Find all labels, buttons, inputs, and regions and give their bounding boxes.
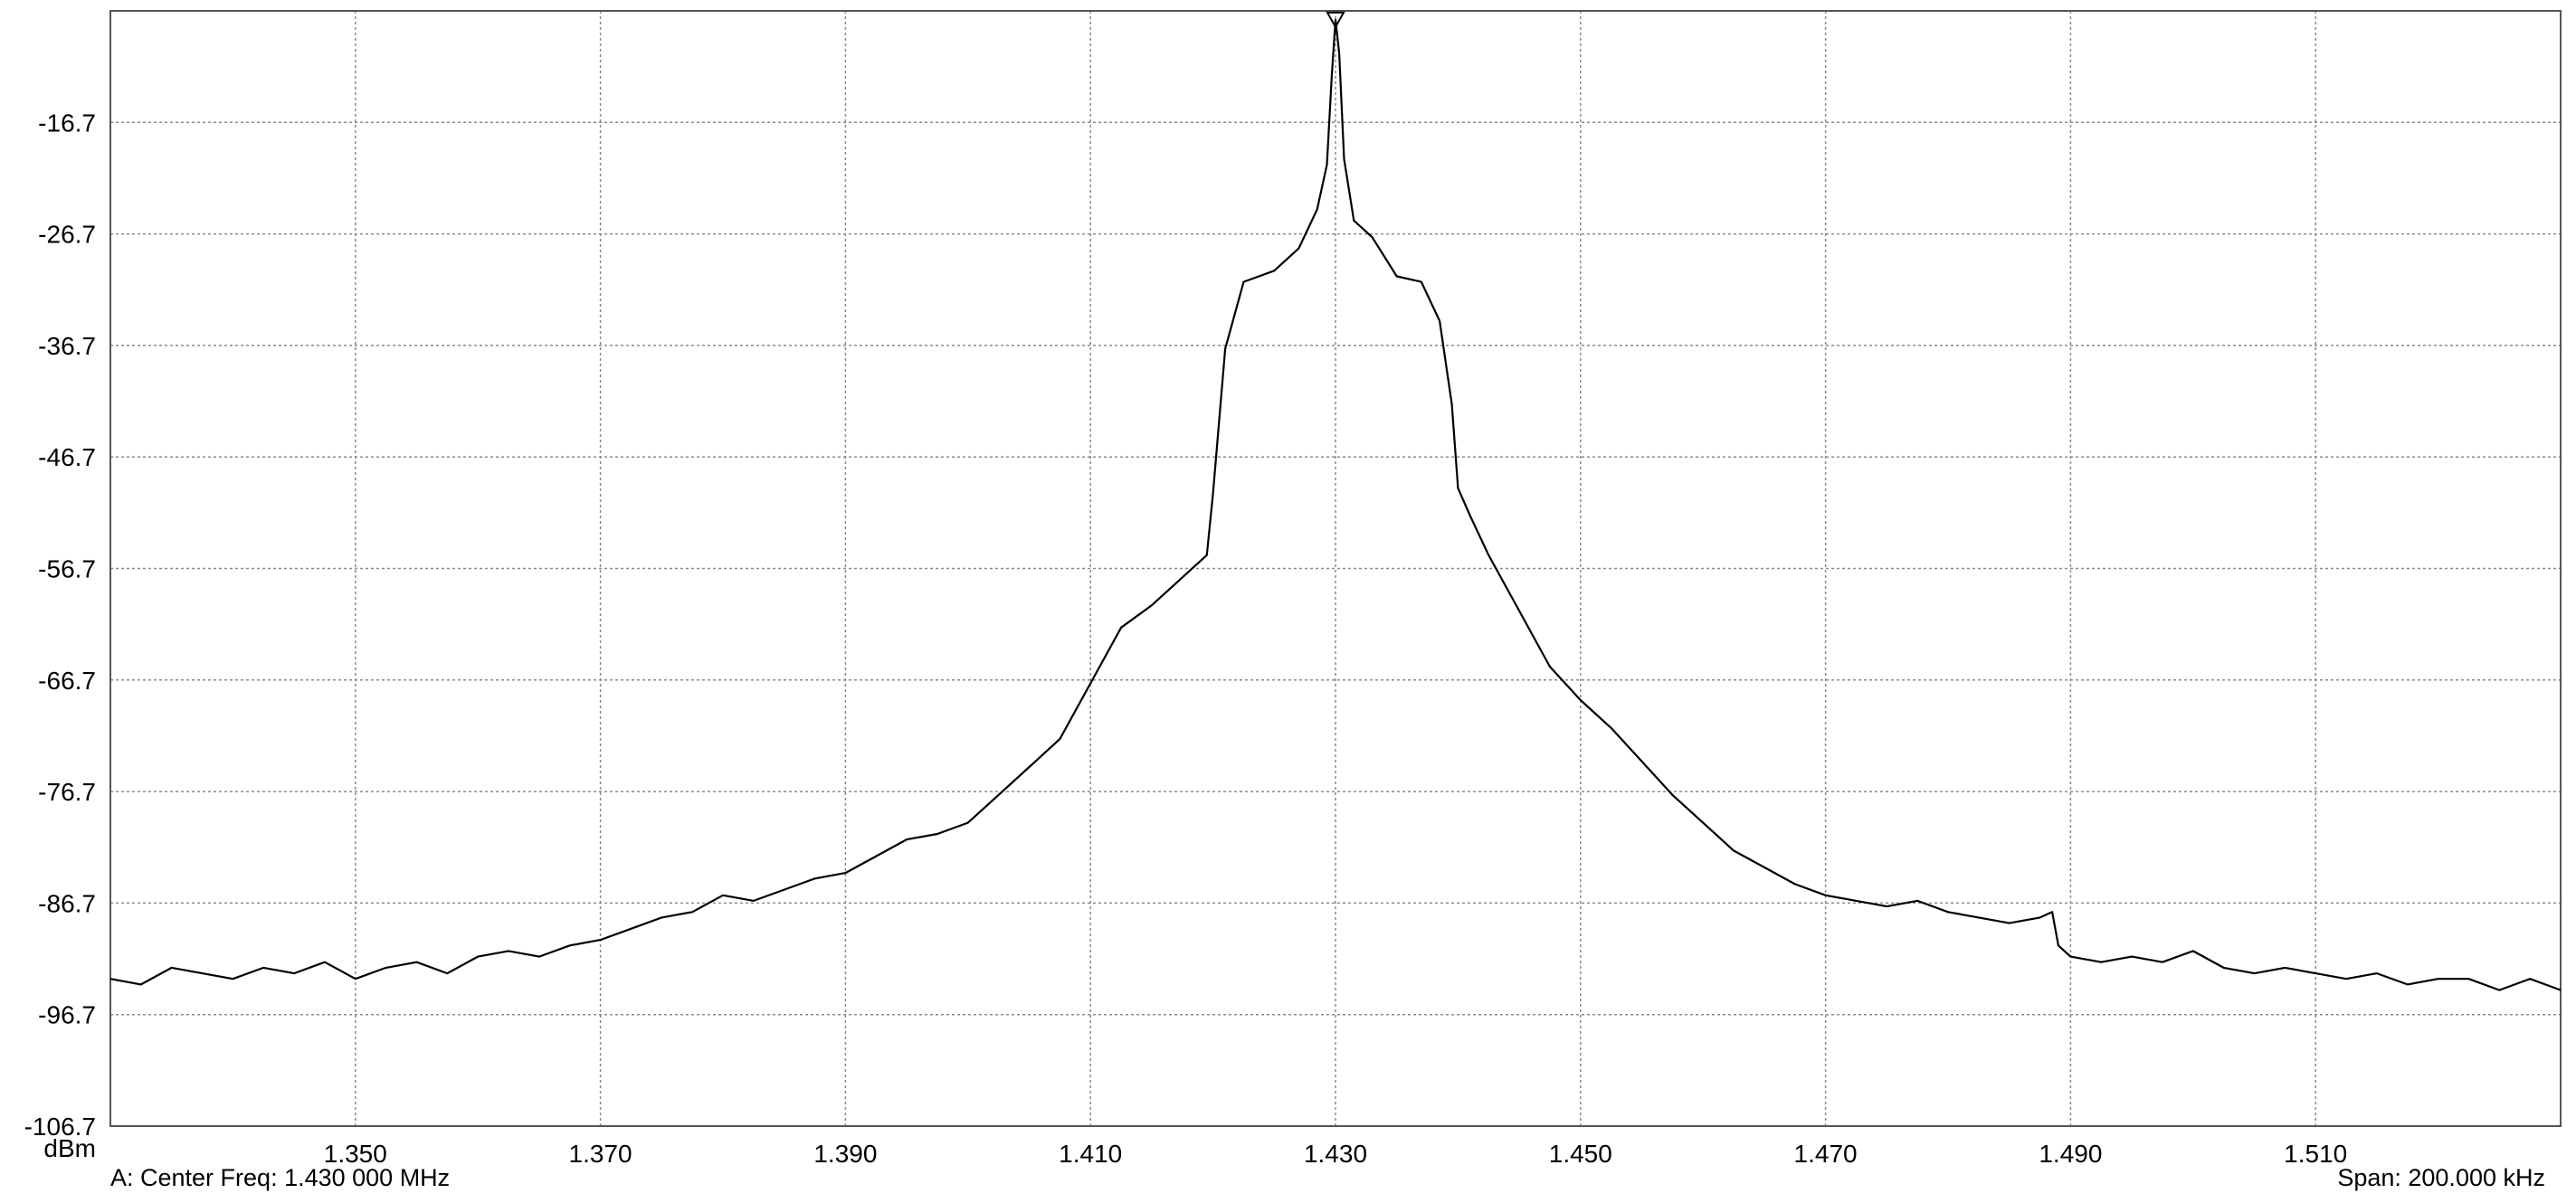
y-tick-label: -16.7 xyxy=(38,109,96,137)
y-tick-label: -56.7 xyxy=(38,555,96,583)
y-tick-label: -46.7 xyxy=(38,443,96,471)
x-tick-label: 1.450 xyxy=(1549,1140,1612,1168)
x-tick-label: 1.370 xyxy=(569,1140,632,1168)
peak-marker-icon xyxy=(1326,11,1345,29)
x-tick-label: 1.390 xyxy=(813,1140,877,1168)
x-tick-label: 1.490 xyxy=(2039,1140,2102,1168)
y-tick-label: -26.7 xyxy=(38,221,96,249)
y-tick-label: -36.7 xyxy=(38,332,96,360)
y-tick-label: -96.7 xyxy=(38,1001,96,1029)
x-tick-label: 1.510 xyxy=(2284,1140,2347,1168)
spectrum-trace xyxy=(109,18,2562,991)
x-tick-label: 1.410 xyxy=(1059,1140,1122,1168)
y-tick-label: -106.7 xyxy=(24,1113,96,1141)
plot-area xyxy=(110,11,2561,1126)
x-tick-label: 1.470 xyxy=(1794,1140,1858,1168)
y-tick-label: -66.7 xyxy=(38,667,96,695)
y-tick-label: -76.7 xyxy=(38,778,96,806)
x-tick-label: 1.350 xyxy=(324,1140,387,1168)
span-label: Span: 200.000 kHz xyxy=(2337,1164,2545,1191)
center-frequency-label: A: Center Freq: 1.430 000 MHz xyxy=(110,1164,451,1191)
y-axis-unit-label: dBm xyxy=(43,1134,96,1162)
plot-frame xyxy=(109,10,2562,1127)
y-tick-label: -86.7 xyxy=(38,889,96,917)
x-tick-label: 1.430 xyxy=(1304,1140,1367,1168)
